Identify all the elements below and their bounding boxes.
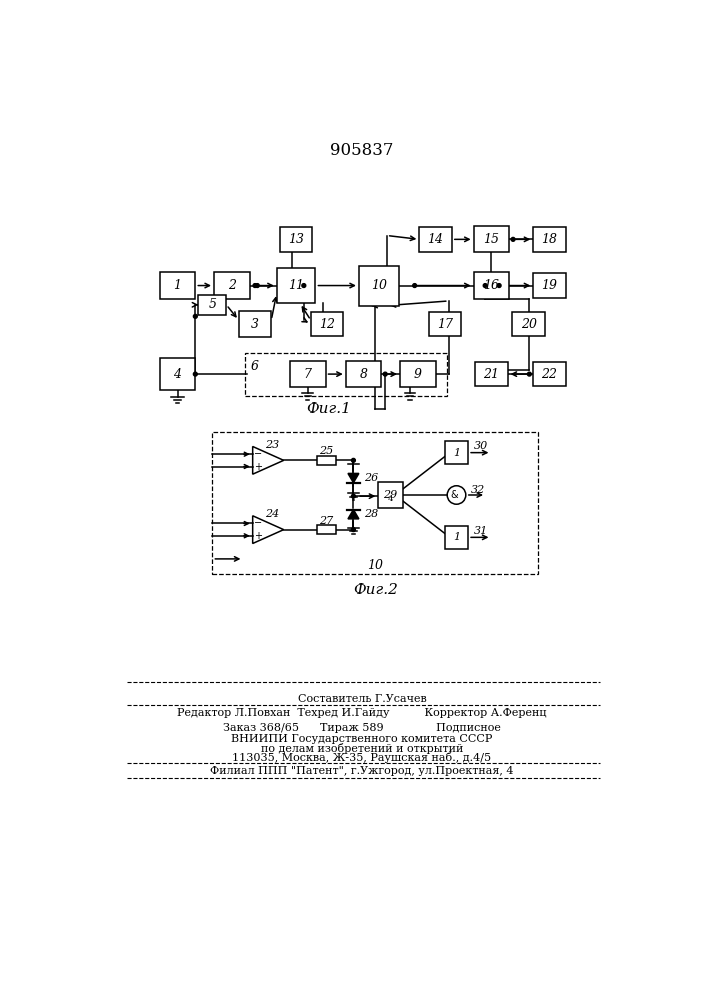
Bar bbox=[533, 273, 566, 298]
Text: Фиг.1: Фиг.1 bbox=[306, 402, 351, 416]
Bar bbox=[346, 361, 381, 387]
Bar bbox=[428, 312, 461, 336]
Circle shape bbox=[511, 237, 515, 241]
Text: 21: 21 bbox=[484, 368, 499, 381]
Text: 9: 9 bbox=[414, 368, 422, 381]
Text: 1: 1 bbox=[173, 279, 182, 292]
Bar bbox=[317, 456, 336, 465]
Text: 15: 15 bbox=[484, 233, 499, 246]
Circle shape bbox=[253, 284, 257, 287]
Text: 7: 7 bbox=[304, 368, 312, 381]
Text: 19: 19 bbox=[542, 279, 558, 292]
Circle shape bbox=[497, 284, 501, 287]
Circle shape bbox=[383, 372, 387, 376]
Bar bbox=[513, 312, 545, 336]
Bar bbox=[239, 311, 271, 337]
Text: Фиг.2: Фиг.2 bbox=[353, 583, 397, 597]
Bar bbox=[474, 272, 509, 299]
Circle shape bbox=[351, 494, 356, 498]
Text: Составитель Г.Усачев: Составитель Г.Усачев bbox=[298, 694, 426, 704]
Bar bbox=[533, 362, 566, 386]
Text: 10: 10 bbox=[367, 559, 383, 572]
Text: 23: 23 bbox=[265, 440, 279, 450]
Text: 17: 17 bbox=[437, 318, 453, 331]
Text: 1: 1 bbox=[453, 532, 460, 542]
Bar bbox=[214, 272, 250, 299]
Text: 30: 30 bbox=[474, 441, 488, 451]
Text: 29: 29 bbox=[383, 490, 398, 500]
Text: 27: 27 bbox=[319, 516, 334, 526]
Bar bbox=[533, 227, 566, 252]
Bar bbox=[290, 361, 325, 387]
Circle shape bbox=[255, 284, 259, 287]
Bar bbox=[419, 227, 452, 252]
Bar bbox=[474, 226, 509, 252]
Circle shape bbox=[194, 372, 197, 376]
Text: 31: 31 bbox=[474, 526, 488, 536]
Bar bbox=[199, 295, 226, 315]
Text: по делам изобретений и открытий: по делам изобретений и открытий bbox=[261, 743, 463, 754]
Text: 26: 26 bbox=[364, 473, 378, 483]
Text: 113035, Москва, Ж-35, Раушская наб., д.4/5: 113035, Москва, Ж-35, Раушская наб., д.4… bbox=[233, 752, 491, 763]
Text: 1: 1 bbox=[453, 448, 460, 458]
Text: Заказ 368/65      Тираж 589               Подписное: Заказ 368/65 Тираж 589 Подписное bbox=[223, 723, 501, 733]
Polygon shape bbox=[348, 510, 359, 519]
Text: 3: 3 bbox=[251, 318, 259, 331]
Text: 4: 4 bbox=[388, 495, 393, 503]
Bar bbox=[276, 268, 315, 303]
Text: 12: 12 bbox=[319, 318, 335, 331]
Text: 905837: 905837 bbox=[330, 142, 394, 159]
Text: 4: 4 bbox=[173, 368, 182, 381]
Text: +: + bbox=[254, 531, 262, 541]
Text: +: + bbox=[254, 462, 262, 472]
Text: Редактор Л.Повхан  Техред И.Гайду          Корректор А.Ференц: Редактор Л.Повхан Техред И.Гайду Коррект… bbox=[177, 708, 547, 718]
Circle shape bbox=[413, 284, 416, 287]
Text: 2: 2 bbox=[228, 279, 235, 292]
Circle shape bbox=[351, 528, 356, 532]
Bar bbox=[475, 362, 508, 386]
Circle shape bbox=[302, 284, 305, 287]
Text: 11: 11 bbox=[288, 279, 304, 292]
Bar bbox=[160, 272, 195, 299]
Bar bbox=[359, 266, 399, 306]
Bar bbox=[245, 353, 448, 396]
Text: 5: 5 bbox=[209, 298, 216, 311]
Text: 20: 20 bbox=[520, 318, 537, 331]
Bar bbox=[280, 227, 312, 252]
Bar bbox=[212, 432, 538, 574]
Bar bbox=[400, 361, 436, 387]
Text: 6: 6 bbox=[251, 360, 259, 373]
Text: 14: 14 bbox=[428, 233, 443, 246]
Bar bbox=[445, 526, 468, 549]
Text: 8: 8 bbox=[359, 368, 368, 381]
Bar bbox=[378, 482, 403, 508]
Polygon shape bbox=[348, 473, 359, 483]
Circle shape bbox=[527, 372, 531, 376]
Text: 25: 25 bbox=[319, 446, 334, 456]
Bar bbox=[311, 312, 344, 336]
Text: −: − bbox=[254, 449, 262, 459]
Text: 18: 18 bbox=[542, 233, 558, 246]
Bar bbox=[445, 441, 468, 464]
Text: 28: 28 bbox=[364, 509, 378, 519]
Text: −: − bbox=[254, 518, 262, 528]
Text: 24: 24 bbox=[265, 509, 279, 519]
Text: ВНИИПИ Государственного комитета СССР: ВНИИПИ Государственного комитета СССР bbox=[231, 734, 493, 744]
Text: &: & bbox=[450, 490, 458, 500]
Text: 10: 10 bbox=[371, 279, 387, 292]
Text: 32: 32 bbox=[470, 485, 485, 495]
Circle shape bbox=[194, 314, 197, 318]
Text: 13: 13 bbox=[288, 233, 304, 246]
Bar bbox=[160, 358, 195, 390]
Text: 22: 22 bbox=[542, 368, 558, 381]
Circle shape bbox=[484, 284, 487, 287]
Text: 16: 16 bbox=[484, 279, 499, 292]
Text: Филиал ППП "Патент", г.Ужгород, ул.Проектная, 4: Филиал ППП "Патент", г.Ужгород, ул.Проек… bbox=[210, 766, 514, 776]
Circle shape bbox=[351, 458, 356, 462]
Bar bbox=[317, 525, 336, 534]
